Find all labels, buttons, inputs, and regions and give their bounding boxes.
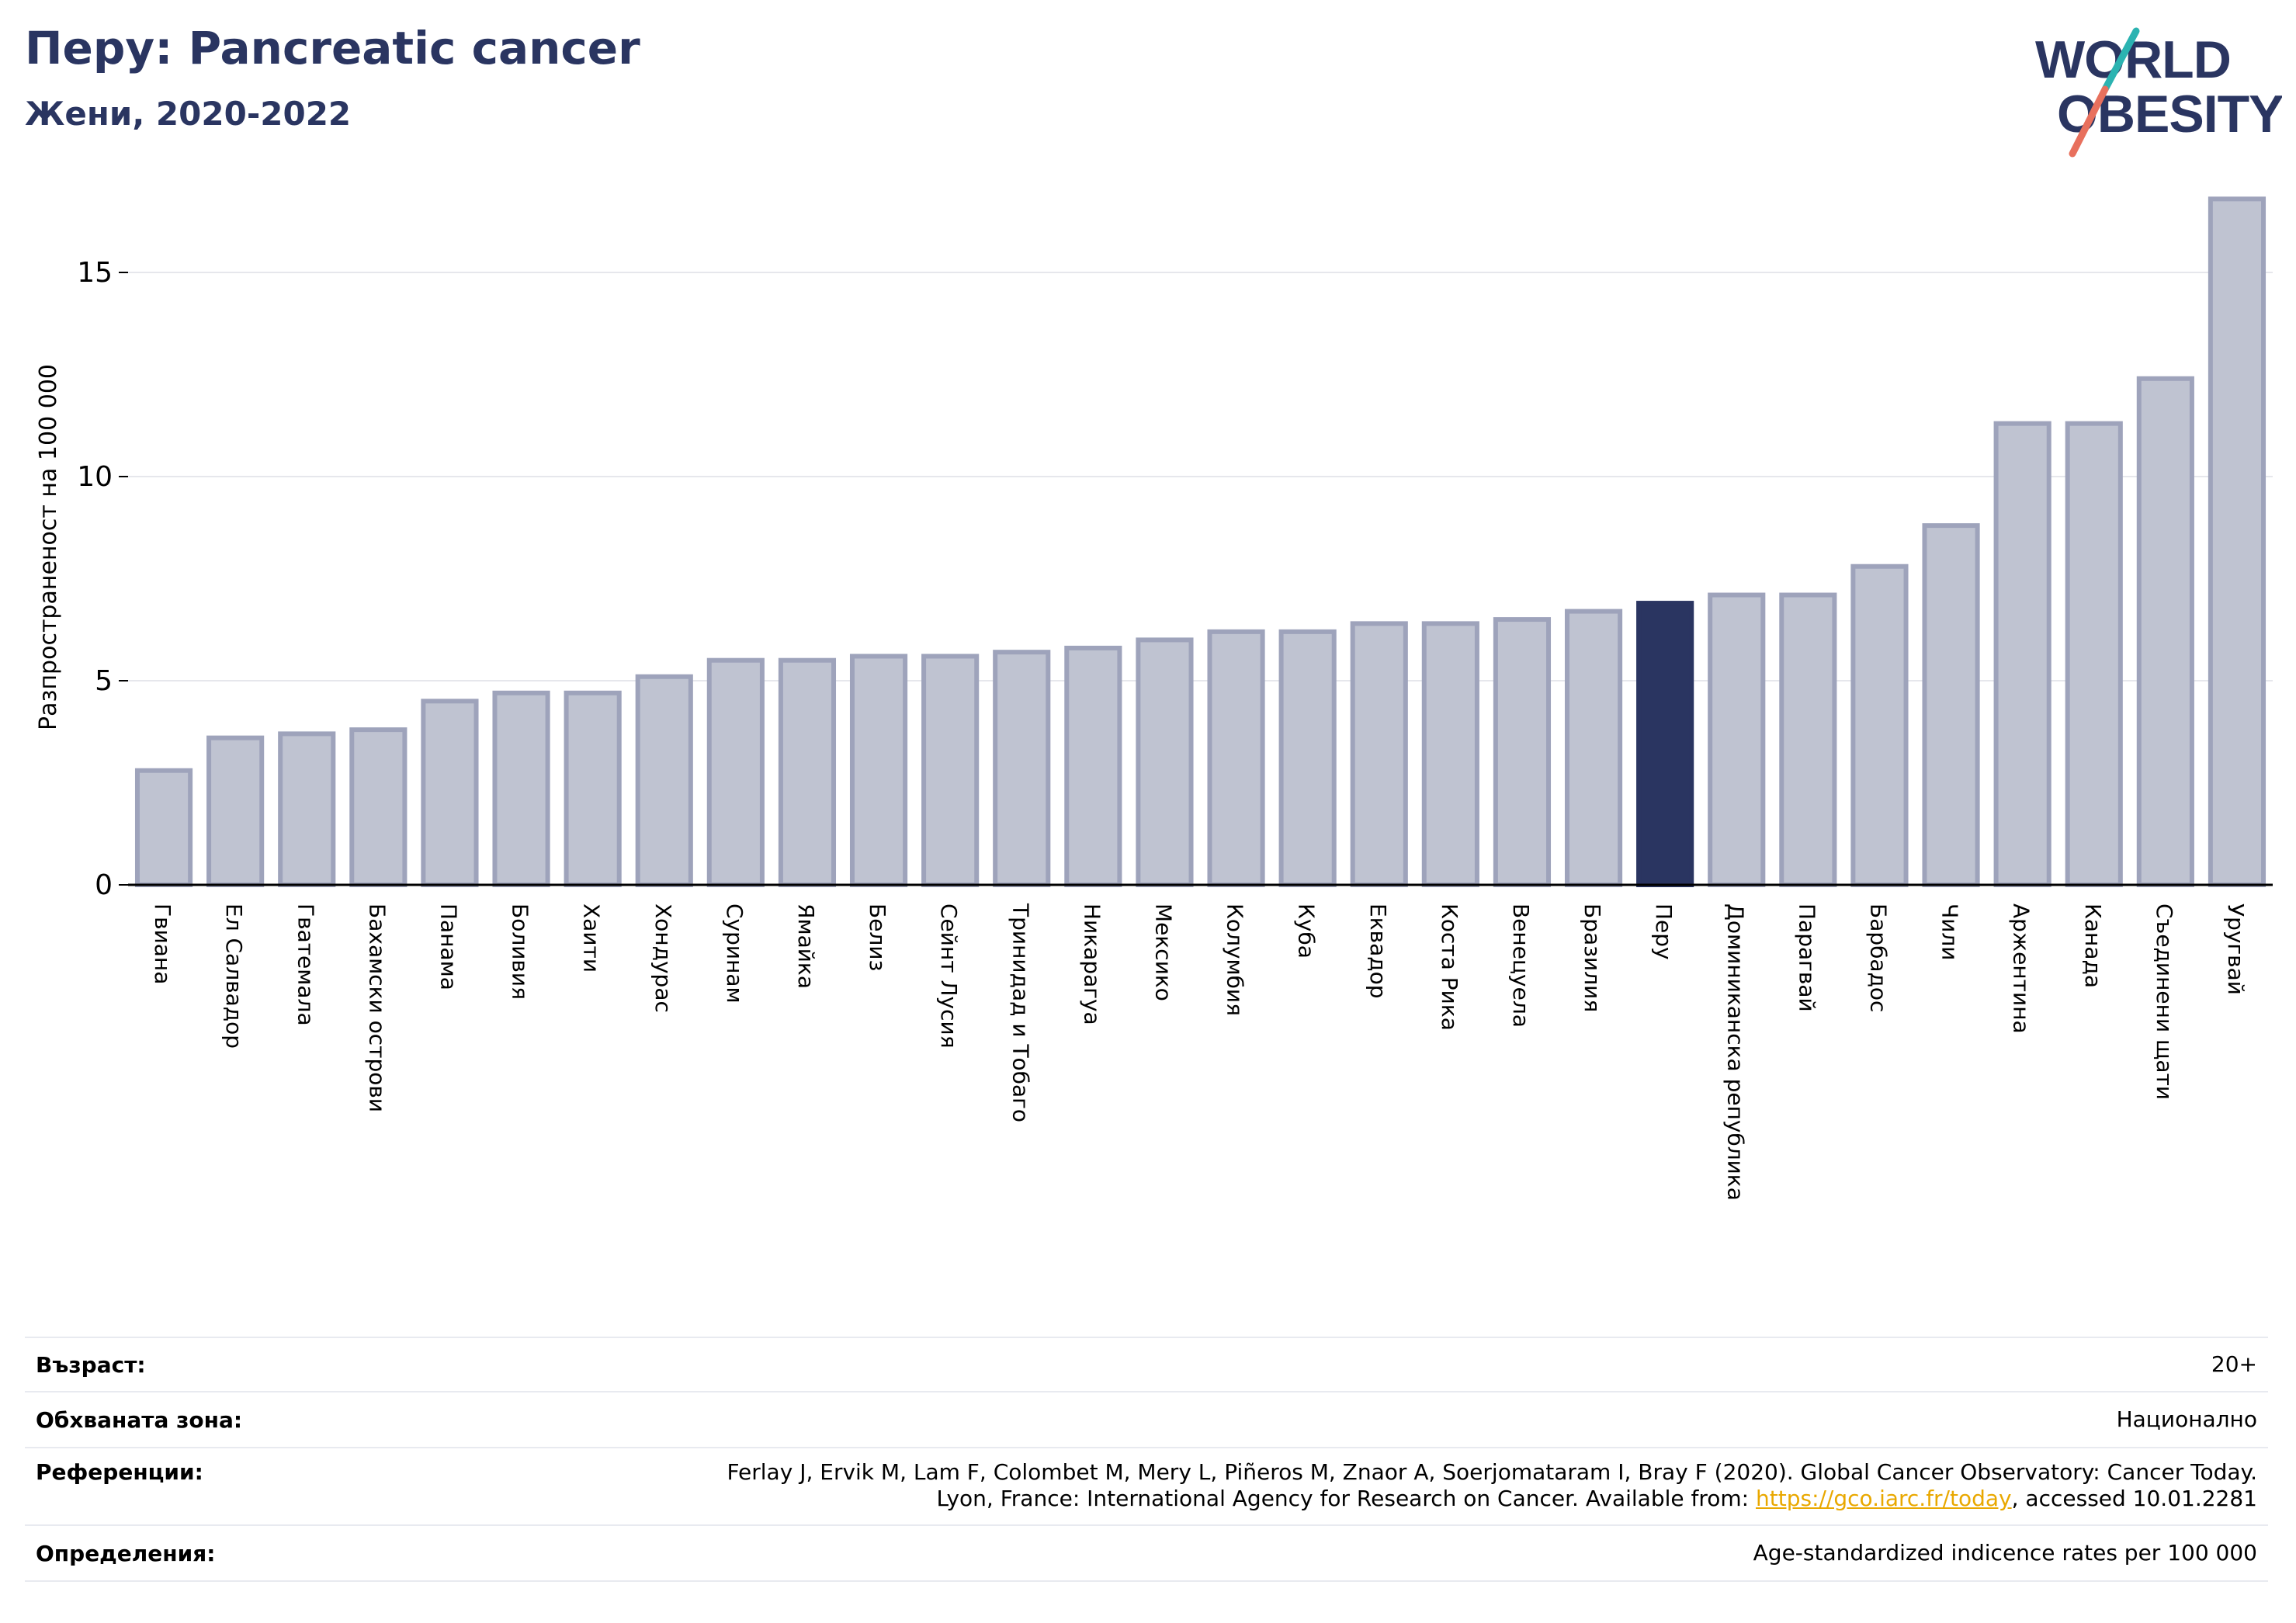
x-tick-label: Ел Салвадор (221, 903, 247, 1049)
world-obesity-logo: WORLD OBESITY (2035, 27, 2282, 158)
bar (1278, 629, 1337, 887)
x-tick-label: Уругвай (2223, 903, 2249, 995)
y-tick-label: 10 (77, 461, 113, 493)
bar (1493, 617, 1552, 887)
x-tick-label: Чили (1937, 903, 1963, 961)
x-tick-label: Гвиана (150, 903, 175, 984)
bar (993, 650, 1051, 887)
axes: 0 5 10 15 Гвиана Ел Салвадор Гватемала Бахамски… (77, 257, 2273, 1201)
y-tick-label: 15 (77, 257, 113, 289)
bar (1993, 421, 2051, 887)
bar (1850, 564, 1909, 887)
area-label: Обхваната зона: (36, 1406, 243, 1433)
bar (1064, 645, 1122, 887)
references-label: Референции: (36, 1459, 203, 1485)
bar (1136, 637, 1194, 888)
bar (635, 674, 693, 887)
x-tick-label: Доминиканска република (1722, 903, 1748, 1201)
bar (349, 727, 408, 887)
x-tick-label: Суринам (722, 903, 747, 1004)
grid-lines (128, 272, 2273, 681)
references-line1: Ferlay J, Ervik M, Lam F, Colombet M, Me… (727, 1459, 2257, 1485)
age-label: Възраст: (36, 1351, 146, 1378)
x-tick-label: Сейнт Лусия (936, 903, 962, 1049)
bar (2208, 196, 2267, 887)
bar (921, 654, 980, 887)
bar (2136, 376, 2194, 887)
references-value: Ferlay J, Ervik M, Lam F, Colombet M, Me… (727, 1459, 2257, 1512)
x-tick-label: Парагвай (1794, 903, 1819, 1012)
references-link[interactable]: https://gco.iarc.fr/today (1756, 1486, 2012, 1511)
x-tick-label: Канада (2080, 903, 2106, 988)
bar (2065, 421, 2123, 887)
x-tick-label: Съединени щати (2152, 903, 2177, 1100)
bar (778, 657, 837, 887)
bar-highlighted (1636, 601, 1694, 887)
x-tick-label: Венецуела (1508, 903, 1534, 1028)
x-tick-label: Еквадор (1365, 903, 1391, 999)
x-tick-label: Никарагуа (1079, 903, 1105, 1025)
bar (1708, 592, 1766, 887)
x-tick-label: Гватемала (293, 903, 318, 1026)
x-tick-label: Аржентина (2009, 903, 2034, 1034)
age-value: 20+ (2211, 1351, 2257, 1377)
footer-row-references: Референции: Ferlay J, Ervik M, Lam F, Co… (25, 1447, 2268, 1524)
x-tick-label: Хондурас (650, 903, 676, 1013)
bar (564, 690, 622, 888)
x-tick-label: Панама (435, 903, 461, 990)
bar (278, 731, 336, 887)
footer-row-area: Обхваната зона: Национално (25, 1391, 2268, 1447)
definitions-label: Определения: (36, 1540, 216, 1566)
y-tick-label: 5 (95, 665, 113, 697)
bar (492, 690, 550, 888)
x-tick-label: Коста Рика (1437, 903, 1462, 1031)
x-tick-label: Колумбия (1223, 903, 1248, 1016)
references-line2-post: , accessed 10.01.2281 (2011, 1486, 2257, 1511)
references-line2-pre: Lyon, France: International Agency for R… (936, 1486, 1756, 1511)
x-tick-label: Боливия (508, 903, 533, 1000)
x-tick-label: Перу (1651, 903, 1677, 960)
bar (1421, 621, 1479, 887)
bar (1922, 523, 1980, 887)
bar (1207, 629, 1265, 887)
chart-title: Перу: Pancreatic cancer (25, 22, 640, 75)
info-table: Възраст: 20+ Обхваната зона: Национално … (25, 1337, 2268, 1582)
logo-slash-teal (2101, 27, 2140, 93)
x-tick-label: Мексико (1150, 903, 1176, 1001)
x-tick-label: Бахамски острови (364, 903, 390, 1112)
bar (134, 768, 193, 887)
definitions-value: Age-standardized indicence rates per 100… (1753, 1540, 2257, 1566)
logo-slash-coral (2069, 85, 2109, 158)
bar (1779, 592, 1837, 887)
x-tick-label: Хаити (579, 903, 605, 973)
x-tick-label: Бразилия (1580, 903, 1605, 1012)
bar (706, 657, 765, 887)
x-tick-label: Белиз (865, 903, 890, 971)
x-tick-label: Ямайка (793, 903, 819, 989)
bars (134, 196, 2267, 888)
area-value: Национално (2116, 1406, 2257, 1432)
bar-chart: 0 5 10 15 Гвиана Ел Салвадор Гватемала Бахамски… (35, 196, 2273, 1201)
x-tick-label: Куба (1294, 903, 1320, 959)
bar (849, 654, 908, 887)
x-tick-label: Барбадос (1865, 903, 1891, 1012)
footer-row-definitions: Определения: Age-standardized indicence … (25, 1524, 2268, 1582)
bar (206, 735, 265, 888)
bar (1564, 609, 1623, 888)
bar (421, 699, 479, 887)
chart-subtitle: Жени, 2020-2022 (25, 95, 352, 133)
y-tick-label: 0 (95, 869, 113, 901)
x-tick-label: Тринидад и Тобаго (1008, 903, 1033, 1122)
bar (1350, 621, 1408, 887)
y-axis-label: Разпространеност на 100 000 (35, 364, 62, 730)
footer-row-age: Възраст: 20+ (25, 1337, 2268, 1391)
